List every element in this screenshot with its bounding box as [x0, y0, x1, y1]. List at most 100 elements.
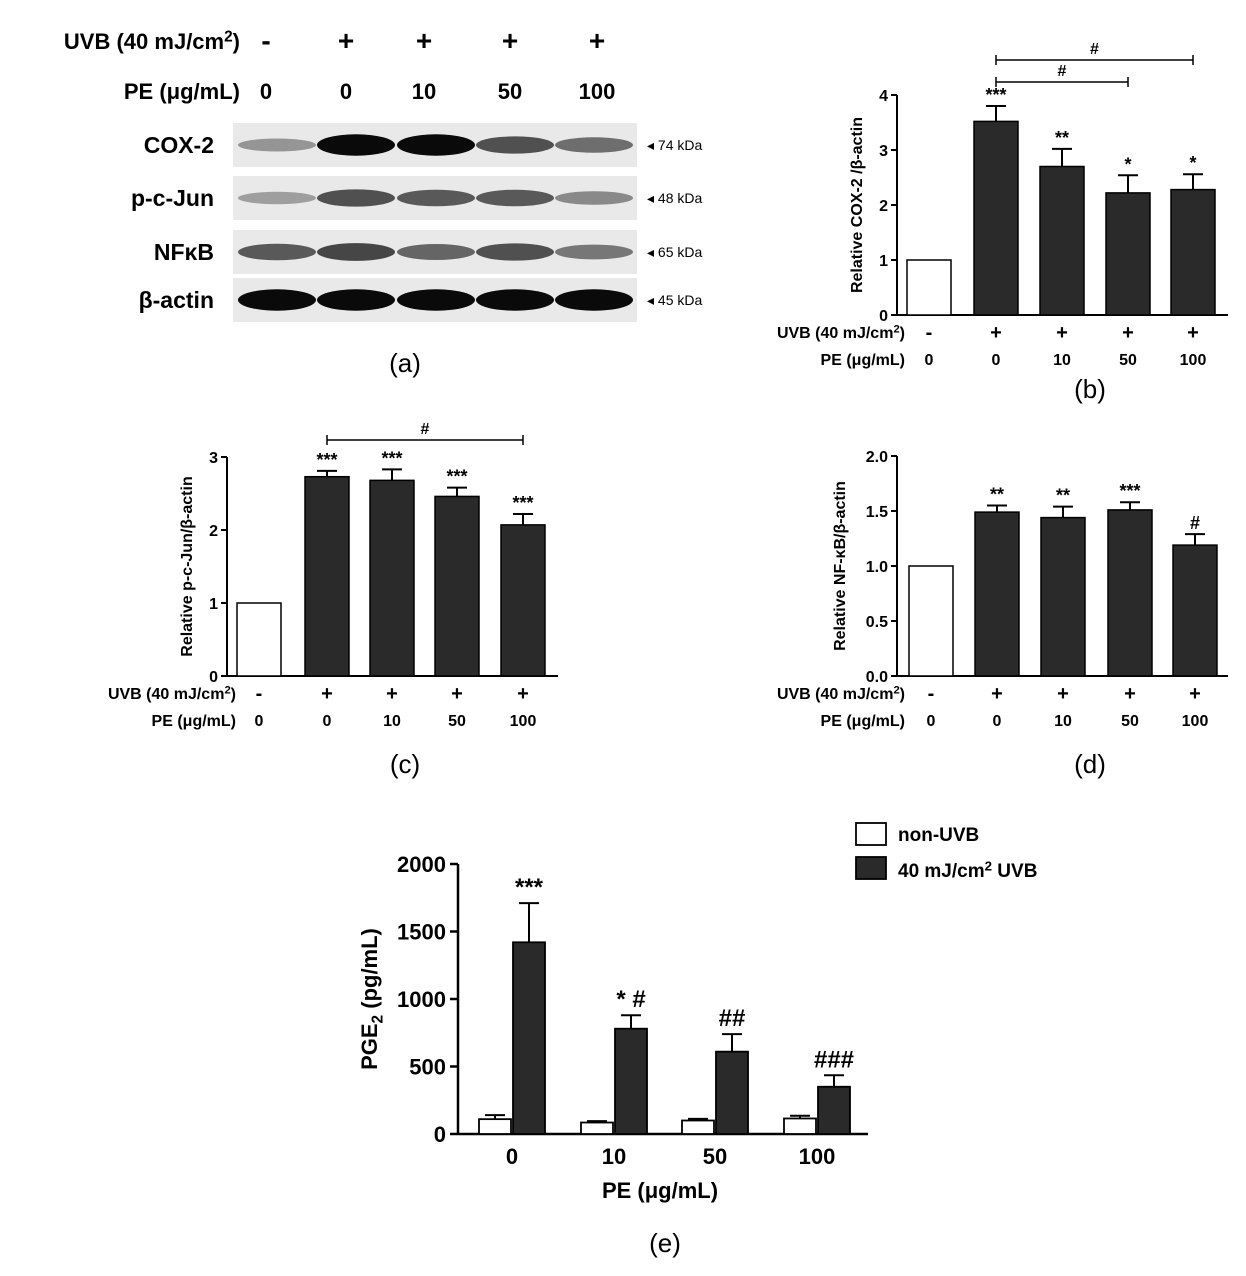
significance-label: ***: [316, 450, 337, 470]
significance-label: ***: [515, 874, 544, 901]
uvb-sign: +: [416, 25, 432, 56]
pe-dose: 0: [340, 79, 352, 104]
molecular-weight-label: ◂ 65 kDa: [647, 244, 702, 260]
molecular-weight-label: ◂ 48 kDa: [647, 190, 702, 206]
pe-dose: 10: [412, 79, 436, 104]
significance-label: ***: [985, 85, 1006, 105]
uvb-sign: -: [926, 322, 933, 344]
significance-label: *: [1189, 153, 1196, 173]
panel-a-western-blot: UVB (40 mJ/cm2) PE (μg/mL)- + + + +0 0 10 50 100 C…: [64, 25, 703, 378]
significance-label: ##: [719, 1005, 746, 1032]
pe-row-label: PE (μg/mL): [821, 713, 905, 730]
legend-label-non-uvb: non-UVB: [898, 825, 979, 846]
uvb-sign: +: [502, 25, 518, 56]
uvb-sign: +: [517, 683, 529, 705]
bar: [783, 1117, 817, 1135]
blot-band: [476, 243, 554, 261]
bar: [434, 495, 480, 677]
y-tick-label: 2: [209, 523, 218, 540]
y-tick-label: 2.0: [866, 449, 888, 466]
panel-e-label: (e): [649, 1228, 681, 1258]
text-segment: ): [231, 686, 236, 703]
text-segment: UVB (40 mJ/cm: [777, 325, 894, 342]
uvb-sign: +: [386, 683, 398, 705]
blot-protein-label: β-actin: [139, 287, 214, 313]
significance-label: **: [990, 485, 1004, 505]
y-tick-label: 0: [209, 669, 218, 686]
molecular-weight-label: ◂ 74 kDa: [647, 137, 702, 153]
blot-band: [476, 136, 554, 154]
y-tick-label: 1: [209, 596, 218, 613]
y-tick-label: 0.5: [866, 614, 888, 631]
bar: [1170, 188, 1216, 316]
text-segment: PGE: [357, 1023, 382, 1069]
blot-band: [555, 191, 633, 205]
bar: [478, 1118, 512, 1135]
significance-label: * #: [616, 986, 645, 1013]
pe-dose: 10: [1053, 352, 1071, 369]
y-tick-label: 0: [434, 1122, 446, 1147]
bar: [512, 941, 546, 1135]
bar: [304, 475, 350, 677]
y-tick-label: 2000: [397, 852, 446, 877]
significance-label: ***: [1119, 481, 1140, 501]
uvb-sign: +: [1056, 322, 1068, 344]
blot-protein-label: p-c-Jun: [131, 185, 214, 211]
uvb-sign: +: [1124, 683, 1136, 705]
text-segment: ): [900, 325, 905, 342]
bar: [906, 259, 952, 316]
pe-row-label: PE (μg/mL): [821, 352, 905, 369]
pe-dose: 100: [579, 79, 616, 104]
text-segment: UVB: [992, 861, 1037, 882]
pe-dose: 50: [498, 79, 522, 104]
bar: [1172, 544, 1218, 677]
y-tick-label: 0.0: [866, 669, 888, 686]
blot-band: [397, 289, 475, 311]
pe-dose: 0: [992, 352, 1001, 369]
blot-band: [238, 138, 316, 152]
bracket-label: #: [1090, 41, 1099, 58]
text-segment: ): [900, 686, 905, 703]
uvb-row-label: UVB (40 mJ/cm2): [64, 28, 240, 54]
panel-label: (c): [390, 749, 420, 779]
blot-band: [397, 134, 475, 156]
text-segment: ): [233, 29, 240, 54]
bar: [817, 1085, 851, 1135]
pe-dose: 50: [1121, 713, 1139, 730]
y-axis-label: PGE2 (pg/mL): [357, 928, 387, 1070]
x-tick-label: 10: [602, 1144, 626, 1169]
pe-dose: 50: [1119, 352, 1137, 369]
legend-label-uvb: 40 mJ/cm2 UVB: [898, 858, 1037, 882]
pe-dose: 0: [993, 713, 1002, 730]
y-tick-label: 4: [879, 88, 888, 105]
x-axis-label: PE (μg/mL): [602, 1178, 718, 1203]
pe-dose: 0: [323, 713, 332, 730]
uvb-row-label: UVB (40 mJ/cm2): [777, 323, 905, 342]
blot-band: [317, 189, 395, 207]
bar: [973, 120, 1019, 316]
pe-dose: 0: [255, 713, 264, 730]
pe-dose: 10: [383, 713, 401, 730]
pe-dose: 100: [510, 713, 537, 730]
blot-band: [555, 137, 633, 153]
significance-label: ***: [446, 467, 467, 487]
uvb-sign: +: [338, 25, 354, 56]
bar: [681, 1119, 715, 1135]
y-tick-label: 2: [879, 198, 888, 215]
pe-dose: 10: [1054, 713, 1072, 730]
blot-band: [397, 244, 475, 260]
panel-label: (b): [1074, 374, 1106, 404]
y-tick-label: 0: [879, 308, 888, 325]
blot-band: [555, 244, 633, 260]
y-tick-label: 1: [879, 253, 888, 270]
bar: [500, 524, 546, 677]
uvb-sign: +: [991, 683, 1003, 705]
text-segment: UVB (40 mJ/cm: [108, 686, 225, 703]
text-segment: 2: [370, 1015, 387, 1024]
y-axis-label: Relative NF-κB/β-actin: [832, 481, 849, 651]
bar: [1040, 516, 1086, 677]
bar: [1039, 165, 1085, 316]
x-tick-label: 50: [703, 1144, 727, 1169]
text-segment: UVB (40 mJ/cm: [64, 29, 224, 54]
